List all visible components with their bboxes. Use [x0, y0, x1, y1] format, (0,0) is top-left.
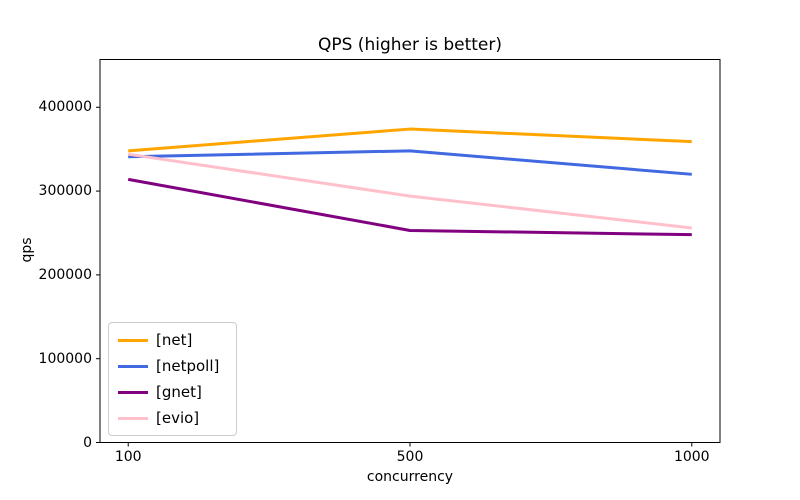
- series-line-evio: [127, 152, 692, 230]
- legend-label: [evio]: [156, 409, 200, 427]
- series-line-gnet: [127, 177, 692, 237]
- chart-title: QPS (higher is better): [317, 35, 503, 55]
- legend-label: [net]: [156, 331, 193, 349]
- x-tick-label: 1000: [673, 449, 710, 465]
- legend-line-swatch: [118, 390, 148, 394]
- y-tick-label: 0: [83, 434, 92, 451]
- legend-line-swatch: [118, 416, 148, 420]
- x-tick-label: 500: [396, 449, 424, 465]
- legend-label: [gnet]: [156, 383, 202, 401]
- legend-entry: [evio]: [109, 405, 236, 431]
- series-line-net: [128, 127, 692, 153]
- legend-label: [netpoll]: [156, 357, 220, 375]
- legend-line-swatch: [118, 364, 148, 368]
- x-tick-label: 100: [114, 449, 142, 465]
- y-tick-label: 400000: [38, 99, 92, 116]
- y-tick-label: 300000: [38, 183, 92, 200]
- legend-entry: [gnet]: [109, 379, 236, 405]
- series-line-netpoll: [128, 149, 692, 176]
- y-tick-label: 200000: [38, 266, 92, 283]
- x-axis-label: concurrency: [366, 469, 454, 485]
- legend: [net] [netpoll] [gnet] [evio]: [108, 322, 237, 436]
- legend-entry: [net]: [109, 327, 236, 353]
- legend-entry: [netpoll]: [109, 353, 236, 379]
- legend-line-swatch: [118, 338, 148, 342]
- y-tick-label: 100000: [38, 350, 92, 367]
